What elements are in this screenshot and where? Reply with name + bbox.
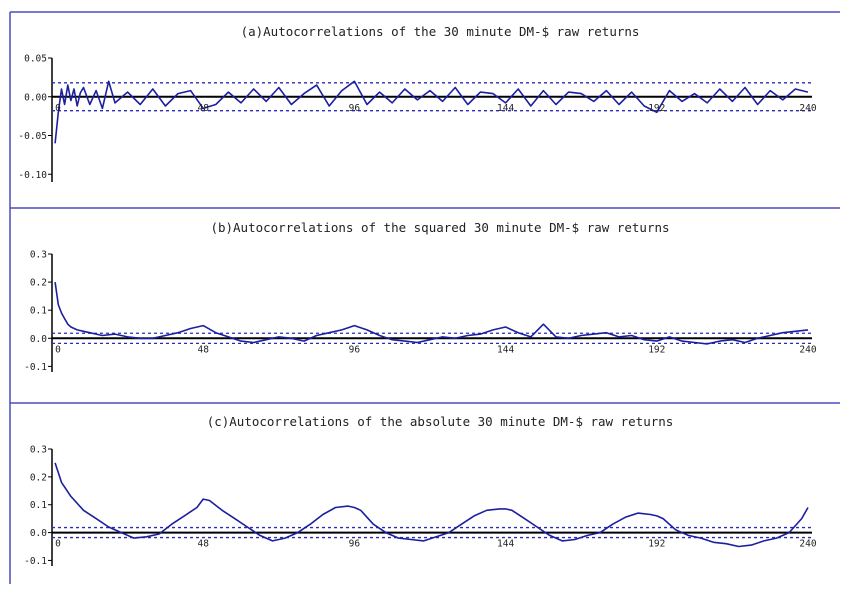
x-tick-label: 96 [349,344,361,355]
y-tick-label: 0.3 [30,250,47,261]
y-tick-label: -0.1 [24,556,47,567]
chart-title: (a)Autocorrelations of the 30 minute DM-… [241,24,640,39]
x-tick-label: 144 [497,344,514,355]
y-tick-label: -0.10 [18,170,47,181]
chart-title: (b)Autocorrelations of the squared 30 mi… [210,220,669,235]
y-tick-label: 0.2 [30,278,47,289]
acf-series-line [54,281,809,345]
acf-series-line [54,80,809,144]
y-tick-label: 0.3 [30,445,47,456]
x-tick-label: 48 [197,103,209,114]
y-tick-label: 0.1 [30,306,47,317]
acf-series-line [54,462,809,548]
chart-title: (c)Autocorrelations of the absolute 30 m… [207,414,674,429]
x-tick-label: 0 [55,539,61,550]
panel-b: (b)Autocorrelations of the squared 30 mi… [24,220,817,373]
x-tick-label: 48 [197,539,209,550]
y-tick-label: -0.1 [24,362,47,373]
y-tick-label: -0.05 [18,131,47,142]
panel-c: (c)Autocorrelations of the absolute 30 m… [24,414,817,567]
x-tick-label: 96 [349,539,361,550]
x-tick-label: 192 [648,344,665,355]
x-tick-label: 144 [497,103,514,114]
x-tick-label: 192 [648,103,665,114]
x-tick-label: 0 [55,344,61,355]
x-tick-label: 48 [197,344,209,355]
y-tick-label: 0.1 [30,500,47,511]
x-tick-label: 240 [799,344,816,355]
x-tick-label: 192 [648,539,665,550]
x-tick-label: 0 [55,103,61,114]
x-tick-label: 240 [799,539,816,550]
panel-a: (a)Autocorrelations of the 30 minute DM-… [18,24,817,182]
x-tick-label: 96 [349,103,361,114]
y-tick-label: 0.05 [24,54,47,65]
x-tick-label: 240 [799,103,816,114]
x-tick-label: 144 [497,539,514,550]
y-tick-label: 0.0 [30,334,47,345]
y-tick-label: 0.00 [24,92,47,103]
y-tick-label: 0.0 [30,528,47,539]
y-tick-label: 0.2 [30,472,47,483]
